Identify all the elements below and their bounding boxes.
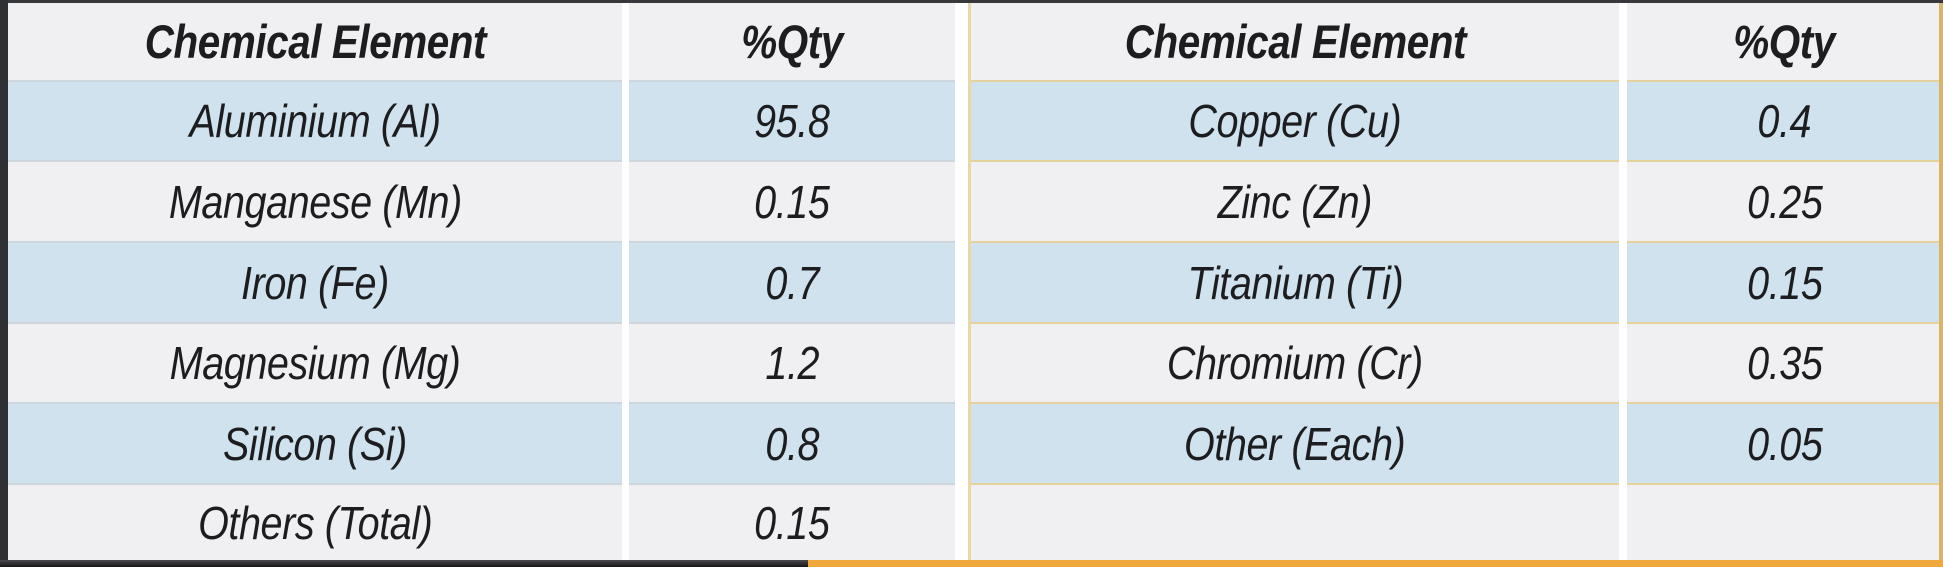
element-cell: Zinc (Zn) <box>971 160 1619 241</box>
column-header-element: Chemical Element <box>8 3 622 80</box>
element-cell: Aluminium (Al) <box>8 80 622 160</box>
element-cell: Copper (Cu) <box>971 80 1619 160</box>
bottom-border-dark <box>0 560 808 567</box>
top-border <box>0 0 1943 3</box>
right-border <box>1939 3 1943 560</box>
left-border <box>0 0 8 560</box>
element-cell: Manganese (Mn) <box>8 160 622 241</box>
bottom-border-orange <box>808 560 1943 567</box>
element-cell: Others (Total) <box>8 483 622 560</box>
element-cell-empty <box>971 483 1619 560</box>
element-cell: Magnesium (Mg) <box>8 322 622 402</box>
element-cell: Silicon (Si) <box>8 402 622 483</box>
qty-cell: 0.35 <box>1627 322 1942 402</box>
element-cell: Iron (Fe) <box>8 241 622 322</box>
right-composition-table: Chemical Element %Qty Copper (Cu) 0.4 Zi… <box>968 3 1942 560</box>
qty-cell: 0.15 <box>629 160 955 241</box>
column-header-qty: %Qty <box>629 3 955 80</box>
element-cell: Titanium (Ti) <box>971 241 1619 322</box>
qty-cell: 0.25 <box>1627 160 1942 241</box>
element-cell: Other (Each) <box>971 402 1619 483</box>
qty-cell: 0.4 <box>1627 80 1942 160</box>
qty-cell: 95.8 <box>629 80 955 160</box>
qty-cell: 0.7 <box>629 241 955 322</box>
qty-cell-empty <box>1627 483 1942 560</box>
qty-cell: 1.2 <box>629 322 955 402</box>
column-header-qty: %Qty <box>1627 3 1942 80</box>
element-cell: Chromium (Cr) <box>971 322 1619 402</box>
left-composition-table: Chemical Element %Qty Aluminium (Al) 95.… <box>8 3 955 560</box>
qty-cell: 0.8 <box>629 402 955 483</box>
qty-cell: 0.15 <box>1627 241 1942 322</box>
column-header-element: Chemical Element <box>971 3 1619 80</box>
qty-cell: 0.15 <box>629 483 955 560</box>
qty-cell: 0.05 <box>1627 402 1942 483</box>
